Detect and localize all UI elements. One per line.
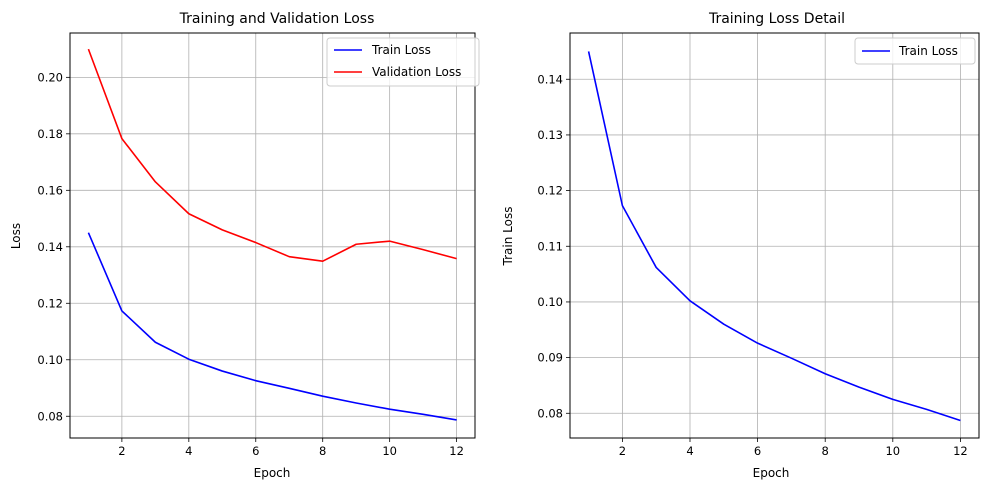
chart-train-detail-y-tick-label: 0.09 bbox=[537, 351, 563, 365]
chart-train-detail-x-axis-label: Epoch bbox=[753, 466, 790, 480]
chart-train-detail-x-tick-label: 6 bbox=[754, 444, 761, 458]
chart-loss-x-tick-label: 2 bbox=[118, 444, 125, 458]
chart-loss-ticks: 2 4 6 8 10 12 0.08 0.10 0.12 0.14 0.16 0.18 0.20 bbox=[37, 70, 464, 458]
chart-loss-series-validation-loss bbox=[87, 48, 457, 263]
chart-loss-y-tick-label: 0.10 bbox=[37, 353, 63, 367]
chart-loss-x-tick-label: 10 bbox=[382, 444, 397, 458]
chart-loss-y-tick-label: 0.20 bbox=[37, 70, 63, 84]
chart-train-detail-series-train-loss bbox=[587, 51, 961, 422]
chart-loss-y-tick-label: 0.08 bbox=[37, 409, 63, 423]
chart-loss-x-tick-label: 12 bbox=[449, 444, 464, 458]
chart-loss-legend-label-train: Train Loss bbox=[371, 43, 431, 57]
chart-train-detail-legend-box bbox=[854, 37, 976, 65]
chart-train-detail: Training Loss Detail 2 4 6 8 10 12 0.08 0.09 0.1… bbox=[501, 11, 980, 480]
chart-train-detail-x-tick-label: 8 bbox=[822, 444, 829, 458]
chart-loss-series-train-loss bbox=[87, 232, 457, 421]
chart-train-detail-y-axis-label: Train Loss bbox=[501, 207, 515, 267]
chart-train-detail-y-tick-label: 0.14 bbox=[537, 72, 563, 86]
chart-train-detail-y-tick-label: 0.08 bbox=[537, 406, 563, 420]
chart-train-detail-legend-label-train: Train Loss bbox=[898, 44, 958, 58]
chart-train-detail-x-tick-label: 2 bbox=[619, 444, 626, 458]
chart-loss-frame bbox=[69, 32, 476, 439]
chart-train-detail-frame bbox=[569, 32, 980, 439]
chart-train-detail-title: Training Loss Detail bbox=[708, 11, 845, 27]
chart-loss-x-axis-label: Epoch bbox=[254, 466, 291, 480]
chart-train-detail-grid bbox=[570, 33, 979, 438]
chart-train-detail-x-tick-label: 12 bbox=[953, 444, 968, 458]
chart-loss-legend: Train Loss Validation Loss bbox=[326, 37, 480, 87]
chart-train-detail-y-tick-label: 0.12 bbox=[537, 184, 563, 198]
chart-loss-y-tick-label: 0.14 bbox=[37, 240, 63, 254]
chart-train-detail-y-tick-label: 0.11 bbox=[537, 239, 563, 253]
chart-loss: Training and Validation Loss 2 4 6 8 10 12 0.0… bbox=[9, 11, 480, 480]
chart-loss-x-tick-label: 6 bbox=[252, 444, 259, 458]
chart-train-detail-y-tick-label: 0.10 bbox=[537, 295, 563, 309]
chart-loss-y-axis-label: Loss bbox=[9, 223, 23, 249]
chart-train-detail-series bbox=[587, 51, 961, 422]
chart-loss-legend-label-validation: Validation Loss bbox=[372, 65, 461, 79]
chart-loss-series bbox=[87, 48, 457, 421]
chart-train-detail-y-tick-label: 0.13 bbox=[537, 128, 563, 142]
chart-loss-x-tick-label: 8 bbox=[319, 444, 326, 458]
chart-train-detail-x-tick-label: 10 bbox=[885, 444, 900, 458]
chart-loss-y-tick-label: 0.16 bbox=[37, 183, 63, 197]
chart-train-detail-x-tick-label: 4 bbox=[686, 444, 693, 458]
chart-loss-y-tick-label: 0.12 bbox=[37, 296, 63, 310]
chart-train-detail-ticks: 2 4 6 8 10 12 0.08 0.09 0.10 0.11 0.12 0.13 0.14 bbox=[537, 72, 967, 458]
chart-loss-legend-box bbox=[326, 37, 480, 87]
chart-loss-x-tick-label: 4 bbox=[185, 444, 192, 458]
chart-loss-y-tick-label: 0.18 bbox=[37, 127, 63, 141]
chart-train-detail-legend: Train Loss bbox=[854, 37, 976, 65]
chart-loss-title: Training and Validation Loss bbox=[179, 11, 375, 27]
